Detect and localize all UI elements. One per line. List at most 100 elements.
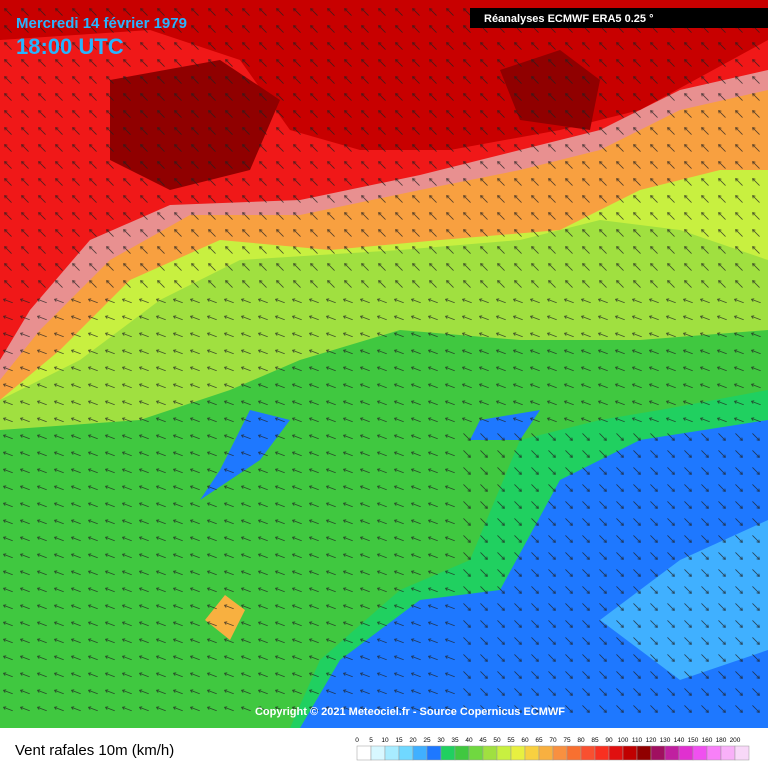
map bbox=[0, 0, 768, 728]
wind-arrow bbox=[276, 246, 284, 254]
wind-arrow bbox=[55, 93, 63, 101]
wind-arrow bbox=[19, 553, 30, 559]
wind-arrow bbox=[480, 637, 488, 645]
wind-arrow bbox=[752, 688, 760, 696]
wind-arrow bbox=[157, 42, 165, 50]
wind-arrow bbox=[463, 59, 471, 67]
wind-arrow bbox=[70, 502, 81, 508]
wind-arrow bbox=[614, 383, 625, 389]
wind-arrow bbox=[123, 229, 131, 237]
wind-arrow bbox=[21, 59, 29, 67]
wind-arrow bbox=[376, 536, 387, 542]
legend-swatch bbox=[482, 745, 498, 761]
wind-arrow bbox=[633, 229, 641, 237]
wind-arrow bbox=[21, 8, 29, 16]
wind-arrow bbox=[240, 553, 251, 559]
wind-arrow bbox=[393, 298, 404, 304]
legend-tick-label: 110 bbox=[632, 737, 643, 744]
wind-arrow bbox=[2, 570, 13, 576]
wind-arrow bbox=[242, 280, 250, 288]
wind-arrow bbox=[155, 366, 166, 372]
wind-arrow bbox=[667, 586, 675, 594]
wind-arrow bbox=[342, 315, 353, 321]
wind-arrow bbox=[104, 519, 115, 525]
wind-arrow bbox=[174, 144, 182, 152]
wind-arrow bbox=[325, 383, 336, 389]
wind-arrow bbox=[599, 620, 607, 628]
wind-arrow bbox=[410, 587, 421, 593]
wind-arrow bbox=[616, 688, 624, 696]
wind-arrow bbox=[240, 502, 251, 508]
wind-arrow bbox=[718, 93, 726, 101]
wind-arrow bbox=[87, 706, 98, 712]
wind-arrow bbox=[597, 383, 608, 389]
wind-arrow bbox=[19, 383, 30, 389]
wind-arrow bbox=[429, 93, 437, 101]
wind-arrow bbox=[667, 620, 675, 628]
wind-arrow bbox=[614, 366, 625, 372]
wind-arrow bbox=[72, 59, 80, 67]
wind-arrow bbox=[274, 655, 285, 661]
wind-arrow bbox=[240, 434, 251, 440]
wind-arrow bbox=[191, 144, 199, 152]
wind-arrow bbox=[531, 637, 539, 645]
wind-arrow bbox=[529, 366, 540, 372]
wind-arrow bbox=[21, 263, 29, 271]
wind-arrow bbox=[480, 671, 488, 679]
wind-arrow bbox=[427, 536, 438, 542]
wind-arrow bbox=[633, 603, 641, 611]
legend-swatch bbox=[510, 745, 526, 761]
wind-arrow bbox=[616, 195, 624, 203]
wind-arrow bbox=[189, 315, 200, 321]
wind-arrow bbox=[208, 280, 216, 288]
wind-arrow bbox=[427, 332, 438, 338]
wind-arrow bbox=[701, 688, 709, 696]
wind-arrow bbox=[189, 672, 200, 678]
wind-arrow bbox=[223, 417, 234, 423]
wind-arrow bbox=[2, 638, 13, 644]
legend-scale: 0 5 10 15 20 25 30 35 40 45 50 55 60 65 70 75 80 85 90 100 1… bbox=[355, 737, 750, 761]
legend-tick-label: 30 bbox=[437, 737, 445, 744]
wind-arrow bbox=[140, 229, 148, 237]
wind-arrow bbox=[257, 502, 268, 508]
wind-arrow bbox=[548, 246, 556, 254]
wind-arrow bbox=[53, 400, 64, 406]
wind-arrow bbox=[259, 42, 267, 50]
wind-arrow bbox=[327, 263, 335, 271]
wind-arrow bbox=[172, 451, 183, 457]
wind-arrow bbox=[531, 195, 539, 203]
wind-arrow bbox=[684, 450, 692, 458]
wind-arrow bbox=[444, 706, 455, 712]
wind-arrow bbox=[172, 502, 183, 508]
wind-arrow bbox=[242, 178, 250, 186]
wind-arrow bbox=[344, 110, 352, 118]
wind-arrow bbox=[616, 59, 624, 67]
wind-arrow bbox=[597, 332, 608, 338]
wind-arrow bbox=[2, 621, 13, 627]
wind-arrow bbox=[752, 144, 760, 152]
wind-arrow bbox=[21, 212, 29, 220]
wind-arrow bbox=[614, 400, 625, 406]
wind-arrow bbox=[718, 246, 726, 254]
wind-arrow bbox=[599, 484, 607, 492]
wind-arrow bbox=[514, 144, 522, 152]
wind-arrow bbox=[325, 672, 336, 678]
wind-arrow bbox=[223, 315, 234, 321]
wind-arrow bbox=[667, 178, 675, 186]
wind-arrow bbox=[531, 535, 539, 543]
wind-arrow bbox=[495, 383, 506, 389]
wind-arrow bbox=[393, 315, 404, 321]
wind-arrow bbox=[531, 586, 539, 594]
wind-arrow bbox=[531, 620, 539, 628]
wind-arrow bbox=[344, 42, 352, 50]
wind-arrow bbox=[174, 161, 182, 169]
wind-arrow bbox=[2, 655, 13, 661]
wind-arrow bbox=[223, 621, 234, 627]
wind-arrow bbox=[257, 536, 268, 542]
wind-arrow bbox=[701, 280, 709, 288]
wind-arrow bbox=[53, 587, 64, 593]
wind-arrow bbox=[650, 552, 658, 560]
wind-arrow bbox=[257, 553, 268, 559]
wind-arrow bbox=[427, 570, 438, 576]
wind-arrow bbox=[701, 263, 709, 271]
